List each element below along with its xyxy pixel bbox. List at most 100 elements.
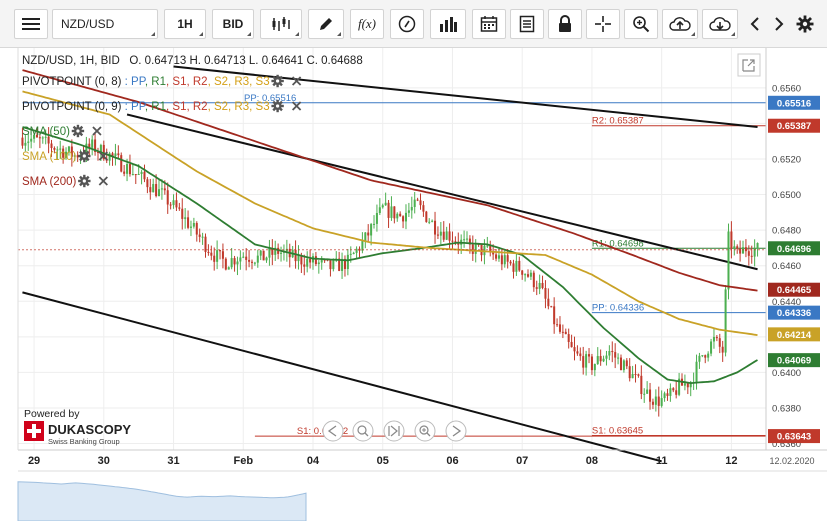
gear-hole: [276, 79, 280, 83]
time-tick-label: 11: [656, 455, 668, 467]
upload-button[interactable]: [662, 9, 698, 39]
draw-button[interactable]: [308, 9, 344, 39]
price-tick-label: 0.6520: [772, 154, 801, 165]
candle-body: [451, 240, 454, 242]
price-tick-label: 0.6380: [772, 403, 801, 414]
price-tag-box: [768, 353, 820, 368]
candle-body: [419, 200, 422, 206]
nav-next-button[interactable]: [445, 420, 467, 442]
trend-line: [126, 113, 758, 271]
candle-body: [361, 240, 364, 251]
time-tick-label: 05: [377, 455, 389, 467]
navigator[interactable]: [17, 470, 827, 521]
candle-body: [338, 258, 341, 271]
crosshair-button[interactable]: [586, 9, 620, 39]
candle-body: [480, 244, 483, 256]
candle-body: [436, 234, 439, 236]
gear-tooth: [279, 75, 283, 80]
gear-tooth: [87, 179, 91, 183]
calendar-button[interactable]: [472, 9, 506, 39]
side-value: BID: [222, 17, 244, 31]
candle-body: [721, 346, 724, 353]
download-button[interactable]: [702, 9, 738, 39]
candle-body: [134, 174, 137, 176]
interval-select[interactable]: 1H: [164, 9, 206, 39]
gear-tooth: [85, 150, 90, 155]
candle-body: [538, 282, 541, 289]
candle-body: [489, 245, 492, 253]
gear-icon[interactable]: [71, 124, 85, 138]
close-icon[interactable]: [291, 101, 302, 111]
chart-type-button[interactable]: [260, 9, 302, 39]
candle-body: [500, 255, 503, 265]
candle-body: [62, 148, 65, 158]
gear-icon[interactable]: [78, 174, 91, 188]
calendar-icon: [480, 16, 498, 32]
gear-icon[interactable]: [78, 149, 91, 163]
candles-icon: [272, 17, 290, 31]
candle-body: [445, 231, 448, 240]
candle-body: [463, 239, 466, 241]
gear-tooth: [276, 84, 279, 88]
price-tags: 0.65516 0.65387 0.64696 0.64336 0.63643 0.644…: [768, 95, 820, 444]
scroll-right-button[interactable]: [766, 9, 792, 39]
scroll-left-button[interactable]: [742, 9, 768, 39]
candle-body: [739, 248, 742, 254]
candles: [21, 127, 759, 417]
zoom-button[interactable]: [624, 9, 658, 39]
candle-body: [750, 255, 753, 257]
close-icon[interactable]: [291, 76, 302, 86]
candle-body: [195, 222, 198, 235]
candle-body: [727, 231, 730, 290]
candle-body: [187, 217, 190, 228]
candle-body: [730, 231, 733, 249]
candle-body: [526, 274, 530, 277]
candle-body: [236, 261, 239, 265]
volume-button[interactable]: [430, 9, 466, 39]
candle-body: [250, 261, 254, 263]
indicator-name: SMA (100): [22, 151, 76, 163]
candle-body: [189, 226, 192, 228]
function-button[interactable]: f(x): [350, 9, 384, 39]
info-button[interactable]: [390, 9, 424, 39]
lock-button[interactable]: [548, 9, 582, 39]
dropdown-arrow-icon: [295, 32, 299, 36]
menu-button[interactable]: [14, 9, 48, 39]
nav-reset-button[interactable]: [383, 420, 405, 442]
candle-body: [175, 200, 178, 208]
candle-body: [509, 261, 512, 264]
nav-prev-button[interactable]: [322, 420, 344, 442]
close-icon[interactable]: [98, 151, 108, 161]
candle-body: [646, 389, 649, 394]
side-select[interactable]: BID: [212, 9, 254, 39]
crosshair-icon: [595, 16, 611, 32]
candle-body: [300, 255, 303, 265]
gear-tooth: [272, 107, 277, 112]
nav-zoom-out-button[interactable]: [352, 420, 374, 442]
settings-button[interactable]: [792, 9, 818, 39]
gear-hole: [82, 154, 86, 158]
candle-body: [317, 262, 320, 265]
candle-body: [114, 153, 117, 157]
price-tick-label: 0.6360: [772, 439, 801, 450]
candle-body: [143, 171, 146, 180]
symbol-select[interactable]: NZD/USD: [52, 9, 158, 39]
candle-body: [570, 341, 573, 348]
gear-tooth: [79, 132, 84, 137]
indicator-part: , R1: [145, 76, 166, 88]
report-button[interactable]: [510, 9, 544, 39]
gear-icon[interactable]: [271, 74, 284, 88]
gear-tooth: [72, 132, 77, 137]
gear-tooth: [272, 82, 277, 87]
nav-zoom-in-button[interactable]: [414, 420, 436, 442]
fullscreen-button[interactable]: [737, 53, 761, 77]
gear-icon[interactable]: [271, 99, 284, 113]
candle-body: [724, 289, 727, 353]
close-icon[interactable]: [92, 126, 102, 136]
gear-tooth: [280, 79, 284, 83]
candle-body: [137, 173, 140, 175]
close-icon[interactable]: [98, 176, 108, 186]
close-stroke: [291, 76, 302, 86]
price-chart[interactable]: PP: 0.65516 R2: 0.65387 R1: 0.64698 PP: 0.6…: [0, 48, 827, 521]
candle-body: [99, 144, 102, 153]
